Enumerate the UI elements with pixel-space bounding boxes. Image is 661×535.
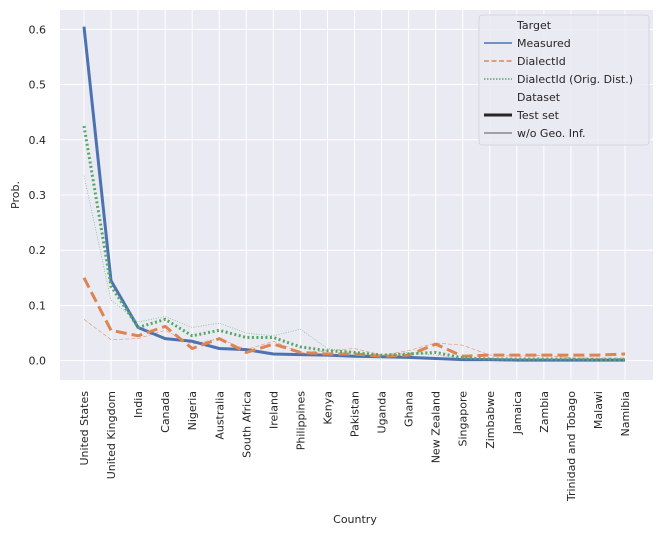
series-lines: [82, 26, 626, 362]
legend-box: [478, 14, 650, 146]
legend-entry: DialectId (Orig. Dist.): [517, 73, 633, 86]
x-tick-label: United Kingdom: [105, 391, 118, 479]
x-tick-label: Jamaica: [511, 391, 524, 435]
x-tick-label: Ireland: [267, 391, 280, 429]
x-tick-label: United States: [78, 391, 91, 466]
x-axis: United States United Kingdom India Canada Ni…: [78, 391, 632, 502]
y-tick-label: 0.3: [29, 189, 47, 202]
series-line: [82, 26, 625, 362]
y-tick-label: 0.0: [29, 355, 47, 368]
x-tick-label: Canada: [159, 391, 172, 433]
legend-entry: DialectId: [517, 55, 566, 68]
y-tick-label: 0.2: [29, 244, 47, 257]
x-tick-label: New Zealand: [430, 391, 443, 463]
y-axis: 0.0 0.1 0.2 0.3 0.4 0.5 0.6: [29, 23, 47, 367]
x-tick-label: Zimbabwe: [484, 391, 497, 449]
legend-title: Dataset: [517, 91, 561, 104]
legend: Target Measured DialectId DialectId (Orig. …: [478, 14, 650, 146]
series-line: [82, 277, 626, 358]
legend-entry: Test set: [516, 109, 560, 122]
legend-title: Target: [516, 19, 552, 32]
x-tick-label: India: [132, 391, 145, 418]
y-tick-label: 0.1: [29, 299, 47, 312]
x-tick-label: Malawi: [592, 391, 605, 429]
x-tick-label: Zambia: [538, 391, 551, 433]
x-axis-label: Country: [333, 513, 377, 526]
x-tick-label: Nigeria: [186, 391, 199, 430]
x-tick-label: Philippines: [294, 391, 307, 451]
y-axis-label: Prob.: [9, 181, 22, 209]
x-tick-label: Ghana: [403, 391, 416, 427]
legend-entry: w/o Geo. Inf.: [517, 127, 586, 140]
x-tick-label: Namibia: [619, 391, 632, 437]
series-line: [83, 319, 625, 359]
series-line: [82, 125, 625, 362]
y-tick-label: 0.5: [29, 79, 47, 92]
x-tick-label: Kenya: [321, 391, 334, 425]
legend-entry: Measured: [517, 37, 571, 50]
x-tick-label: Uganda: [376, 391, 389, 433]
y-tick-label: 0.4: [29, 134, 47, 147]
x-tick-label: Australia: [213, 391, 226, 440]
y-tick-label: 0.6: [29, 23, 47, 36]
x-tick-label: Pakistan: [349, 391, 362, 437]
x-tick-label: Trinidad and Tobago: [565, 391, 578, 502]
x-tick-label: South Africa: [240, 391, 253, 458]
x-tick-label: Singapore: [457, 391, 470, 447]
